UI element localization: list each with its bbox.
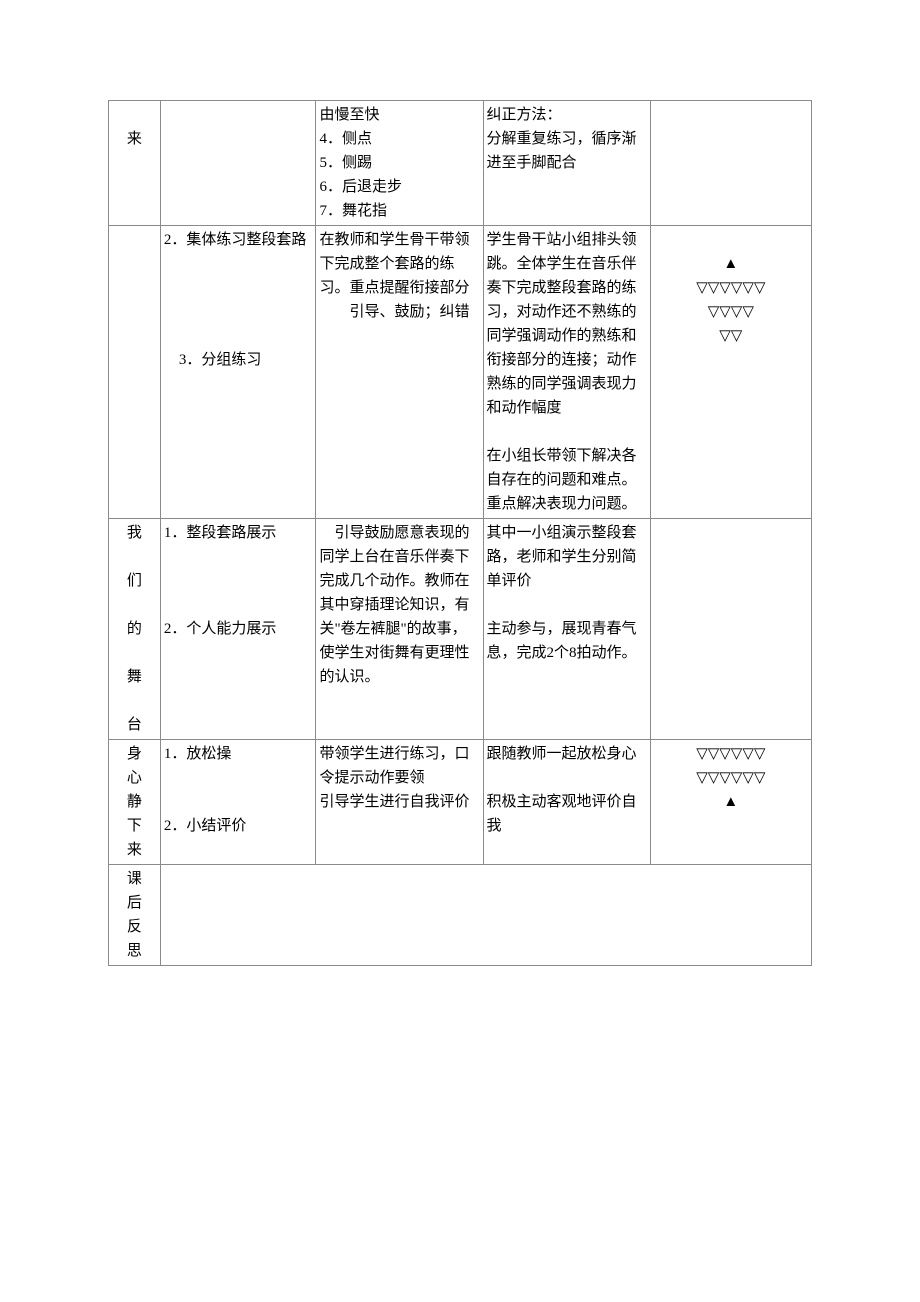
cell-content: 在教师和学生骨干带领下完成整个套路的练习。重点提醒衔接部分 引导、鼓励；纠错 (319, 228, 479, 324)
formation-cell: ▽▽▽▽▽▽ ▽▽▽▽▽▽ ▲ (650, 740, 811, 865)
activity-cell: 2．集体练习整段套路 3．分组练习 (160, 226, 316, 519)
student-cell: 学生骨干站小组排头领跳。全体学生在音乐伴奏下完成整段套路的练习，对动作还不熟练的… (483, 226, 650, 519)
teacher-cell: 引导鼓励愿意表现的同学上台在音乐伴奏下完成几个动作。教师在其中穿插理论知识，有关… (316, 519, 483, 740)
teacher-cell: 由慢至快4．侧点5．侧踢6．后退走步7．舞花指 (316, 101, 483, 226)
formation-symbol: ▽▽ (654, 324, 808, 348)
table-row: 身心静下来 1．放松操2．小结评价 带领学生进行练习，口令提示动作要领引导学生进… (109, 740, 812, 865)
cell-content: 1．放松操2．小结评价 (164, 742, 313, 838)
activity-cell: 1．整段套路展示2．个人能力展示 (160, 519, 316, 740)
formation-cell: ▲ ▽▽▽▽▽▽ ▽▽▽▽ ▽▽ (650, 226, 811, 519)
label-text: 课后反思 (112, 867, 157, 963)
formation-symbol: ▽▽▽▽▽▽ (654, 766, 808, 790)
cell-content: 引导鼓励愿意表现的同学上台在音乐伴奏下完成几个动作。教师在其中穿插理论知识，有关… (319, 521, 479, 689)
label-text: 身心静下来 (112, 742, 157, 862)
cell-content: 由慢至快4．侧点5．侧踢6．后退走步7．舞花指 (319, 103, 479, 223)
formation-cell (650, 101, 811, 226)
table-row: 来 由慢至快4．侧点5．侧踢6．后退走步7．舞花指 纠正方法：分解重复练习，循序… (109, 101, 812, 226)
table-row: 我们的舞台 1．整段套路展示2．个人能力展示 引导鼓励愿意表现的同学上台在音乐伴… (109, 519, 812, 740)
cell-content: 带领学生进行练习，口令提示动作要领引导学生进行自我评价 (319, 742, 479, 814)
activity-cell: 1．放松操2．小结评价 (160, 740, 316, 865)
section-label: 课后反思 (109, 865, 161, 966)
cell-content: 其中一小组演示整段套路，老师和学生分别简单评价主动参与，展现青春气息，完成2个8… (487, 521, 647, 665)
cell-content: 1．整段套路展示2．个人能力展示 (164, 521, 313, 641)
formation-symbol: ▽▽▽▽ (654, 300, 808, 324)
student-cell: 纠正方法：分解重复练习，循序渐进至手脚配合 (483, 101, 650, 226)
formation-symbol: ▽▽▽▽▽▽ (654, 742, 808, 766)
activity-cell (160, 101, 316, 226)
formation-symbol: ▽▽▽▽▽▽ (654, 276, 808, 300)
section-label: 我们的舞台 (109, 519, 161, 740)
reflection-cell (160, 865, 811, 966)
section-label: 身心静下来 (109, 740, 161, 865)
formation-symbol: ▲ (654, 252, 808, 276)
formation-cell (650, 519, 811, 740)
table-row: 课后反思 (109, 865, 812, 966)
lesson-plan-table: 来 由慢至快4．侧点5．侧踢6．后退走步7．舞花指 纠正方法：分解重复练习，循序… (108, 100, 812, 966)
student-cell: 其中一小组演示整段套路，老师和学生分别简单评价主动参与，展现青春气息，完成2个8… (483, 519, 650, 740)
teacher-cell: 在教师和学生骨干带领下完成整个套路的练习。重点提醒衔接部分 引导、鼓励；纠错 (316, 226, 483, 519)
table-row: 2．集体练习整段套路 3．分组练习 在教师和学生骨干带领下完成整个套路的练习。重… (109, 226, 812, 519)
section-label: 来 (109, 101, 161, 226)
cell-content: 学生骨干站小组排头领跳。全体学生在音乐伴奏下完成整段套路的练习，对动作还不熟练的… (487, 228, 647, 516)
student-cell: 跟随教师一起放松身心积极主动客观地评价自我 (483, 740, 650, 865)
formation-symbol: ▲ (654, 790, 808, 814)
label-text: 来 (112, 127, 157, 151)
cell-content: 跟随教师一起放松身心积极主动客观地评价自我 (487, 742, 647, 838)
teacher-cell: 带领学生进行练习，口令提示动作要领引导学生进行自我评价 (316, 740, 483, 865)
label-text: 我们的舞台 (112, 521, 157, 737)
cell-content: 2．集体练习整段套路 3．分组练习 (164, 228, 313, 372)
cell-content: 纠正方法：分解重复练习，循序渐进至手脚配合 (487, 103, 647, 175)
section-label (109, 226, 161, 519)
